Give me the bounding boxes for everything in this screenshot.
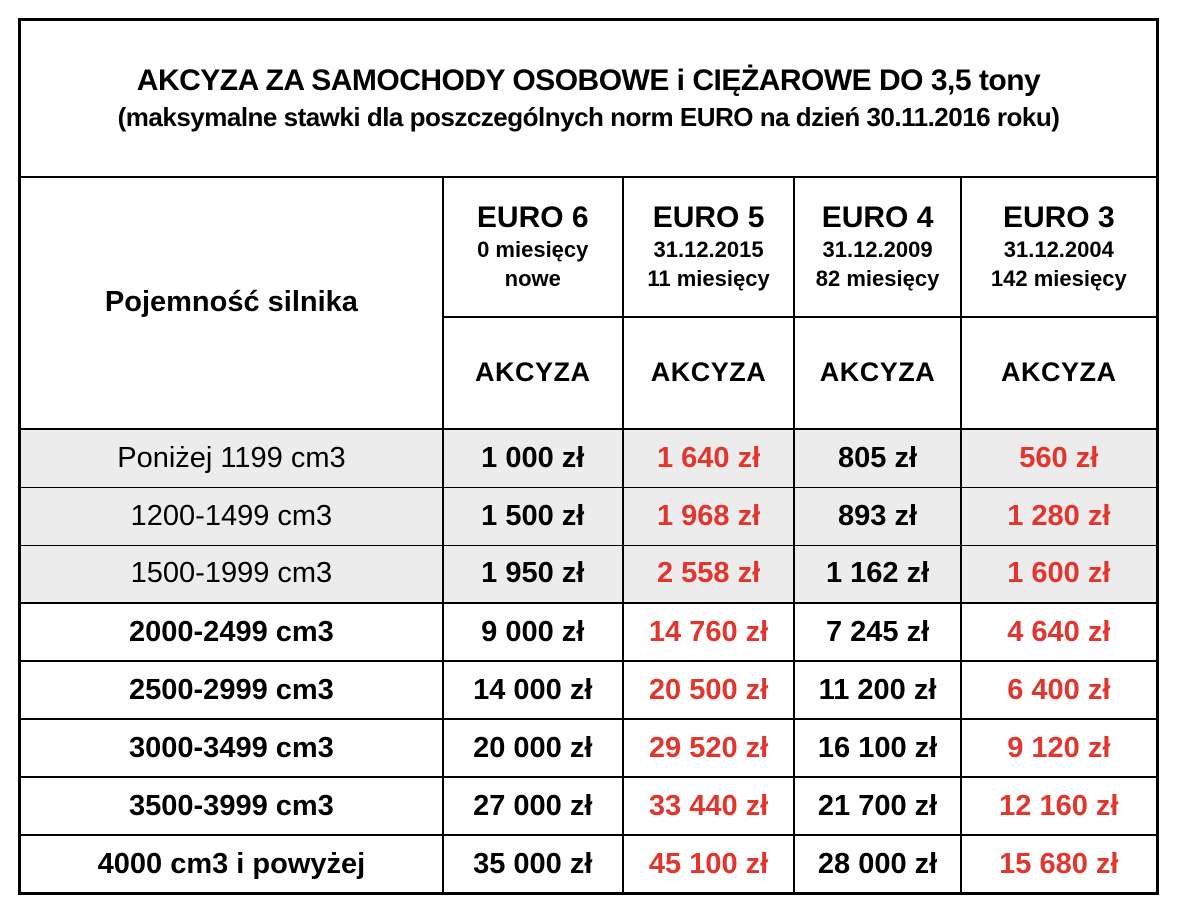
euro5-value-cell: 20 500 zł bbox=[621, 660, 796, 721]
euro3-date: 31.12.2004 bbox=[1003, 237, 1114, 263]
engine-capacity-cell: 3000-3499 cm3 bbox=[18, 718, 444, 779]
table-row: 4000 cm3 i powyżej 35 000 zł 45 100 zł 2… bbox=[18, 834, 1159, 895]
euro6-value-cell: 1 500 zł bbox=[441, 486, 624, 546]
euro5-header: EURO 5 31.12.2015 11 miesięcy bbox=[621, 175, 796, 318]
euro4-value-cell: 893 zł bbox=[793, 486, 962, 546]
euro6-value-cell: 1 950 zł bbox=[441, 544, 624, 605]
engine-capacity-cell: Poniżej 1199 cm3 bbox=[18, 427, 444, 488]
table-title-line2: (maksymalne stawki dla poszczególnych no… bbox=[117, 101, 1060, 132]
euro4-value-cell: 1 162 zł bbox=[793, 544, 962, 605]
engine-capacity-cell: 2000-2499 cm3 bbox=[18, 602, 444, 663]
euro4-date: 31.12.2009 bbox=[822, 237, 933, 263]
akcyza-subheader-row: AKCYZA AKCYZA AKCYZA AKCYZA bbox=[20, 315, 1159, 430]
euro4-value-cell: 11 200 zł bbox=[793, 660, 962, 721]
euro6-value-cell: 14 000 zł bbox=[441, 660, 624, 721]
euro4-header: EURO 4 31.12.2009 82 miesięcy bbox=[793, 175, 962, 318]
euro6-value-cell: 1 000 zł bbox=[441, 427, 624, 488]
engine-capacity-header: Pojemność silnika bbox=[18, 175, 444, 430]
euro4-value-cell: 21 700 zł bbox=[793, 776, 962, 837]
euro5-value-cell: 14 760 zł bbox=[621, 602, 796, 663]
table-row: 2500-2999 cm3 14 000 zł 20 500 zł 11 200… bbox=[18, 660, 1159, 721]
euro6-value-cell: 20 000 zł bbox=[441, 718, 624, 779]
euro3-value-cell: 1 600 zł bbox=[959, 544, 1159, 605]
akcyza-rate-table: AKCYZA ZA SAMOCHODY OSOBOWE i CIĘŻAROWE … bbox=[18, 18, 1159, 895]
table-title-row: AKCYZA ZA SAMOCHODY OSOBOWE i CIĘŻAROWE … bbox=[18, 18, 1159, 178]
euro3-value-cell: 9 120 zł bbox=[959, 718, 1159, 779]
euro3-akcyza-subheader: AKCYZA bbox=[959, 315, 1159, 430]
euro3-value-cell: 1 280 zł bbox=[959, 486, 1159, 546]
euro5-date: 31.12.2015 bbox=[653, 237, 764, 263]
engine-capacity-cell: 1200-1499 cm3 bbox=[18, 486, 444, 546]
euro6-value-cell: 35 000 zł bbox=[441, 834, 624, 895]
table-row: 3500-3999 cm3 27 000 zł 33 440 zł 21 700… bbox=[18, 776, 1159, 837]
euro5-months: 11 miesięcy bbox=[647, 265, 770, 291]
euro5-name: EURO 5 bbox=[652, 201, 765, 235]
engine-capacity-cell: 3500-3999 cm3 bbox=[18, 776, 444, 837]
euro6-akcyza-subheader: AKCYZA bbox=[441, 315, 624, 430]
euro6-name: EURO 6 bbox=[476, 201, 589, 235]
euro4-akcyza-subheader: AKCYZA bbox=[793, 315, 962, 430]
euro4-name: EURO 4 bbox=[821, 201, 934, 235]
euro3-value-cell: 4 640 zł bbox=[959, 602, 1159, 663]
euro5-value-cell: 1 968 zł bbox=[621, 486, 796, 546]
euro5-value-cell: 2 558 zł bbox=[621, 544, 796, 605]
euro5-akcyza-subheader: AKCYZA bbox=[621, 315, 796, 430]
euro4-value-cell: 7 245 zł bbox=[793, 602, 962, 663]
euro3-months: 142 miesięcy bbox=[990, 265, 1127, 291]
euro6-value-cell: 27 000 zł bbox=[441, 776, 624, 837]
euro6-months: 0 miesięcy bbox=[477, 237, 589, 263]
table-row: 1500-1999 cm3 1 950 zł 2 558 zł 1 162 zł… bbox=[18, 544, 1159, 605]
table-title-line1: AKCYZA ZA SAMOCHODY OSOBOWE i CIĘŻAROWE … bbox=[136, 63, 1041, 97]
euro5-value-cell: 1 640 zł bbox=[621, 427, 796, 488]
euro3-value-cell: 12 160 zł bbox=[959, 776, 1159, 837]
euro3-header: EURO 3 31.12.2004 142 miesięcy bbox=[959, 175, 1159, 318]
euro6-value-cell: 9 000 zł bbox=[441, 602, 624, 663]
euro5-value-cell: 33 440 zł bbox=[621, 776, 796, 837]
engine-capacity-cell: 1500-1999 cm3 bbox=[18, 544, 444, 605]
table-row: 2000-2499 cm3 9 000 zł 14 760 zł 7 245 z… bbox=[18, 602, 1159, 663]
table-row: Poniżej 1199 cm3 1 000 zł 1 640 zł 805 z… bbox=[18, 427, 1159, 488]
euro3-value-cell: 560 zł bbox=[959, 427, 1159, 488]
euro4-value-cell: 16 100 zł bbox=[793, 718, 962, 779]
euro-header-row: Pojemność silnika EURO 6 0 miesięcy nowe… bbox=[18, 175, 1159, 430]
euro4-value-cell: 805 zł bbox=[793, 427, 962, 488]
euro3-name: EURO 3 bbox=[1002, 201, 1115, 235]
table-row: 3000-3499 cm3 20 000 zł 29 520 zł 16 100… bbox=[18, 718, 1159, 779]
table-title: AKCYZA ZA SAMOCHODY OSOBOWE i CIĘŻAROWE … bbox=[18, 18, 1159, 178]
euro5-value-cell: 29 520 zł bbox=[621, 718, 796, 779]
euro3-value-cell: 15 680 zł bbox=[959, 834, 1159, 895]
table-row: 1200-1499 cm3 1 500 zł 1 968 zł 893 zł 1… bbox=[18, 486, 1159, 546]
euro4-value-cell: 28 000 zł bbox=[793, 834, 962, 895]
euro6-note: nowe bbox=[504, 265, 561, 291]
euro6-header: EURO 6 0 miesięcy nowe bbox=[441, 175, 624, 318]
euro4-months: 82 miesięcy bbox=[815, 265, 940, 291]
engine-capacity-cell: 2500-2999 cm3 bbox=[18, 660, 444, 721]
engine-capacity-cell: 4000 cm3 i powyżej bbox=[18, 834, 444, 895]
euro5-value-cell: 45 100 zł bbox=[621, 834, 796, 895]
euro3-value-cell: 6 400 zł bbox=[959, 660, 1159, 721]
